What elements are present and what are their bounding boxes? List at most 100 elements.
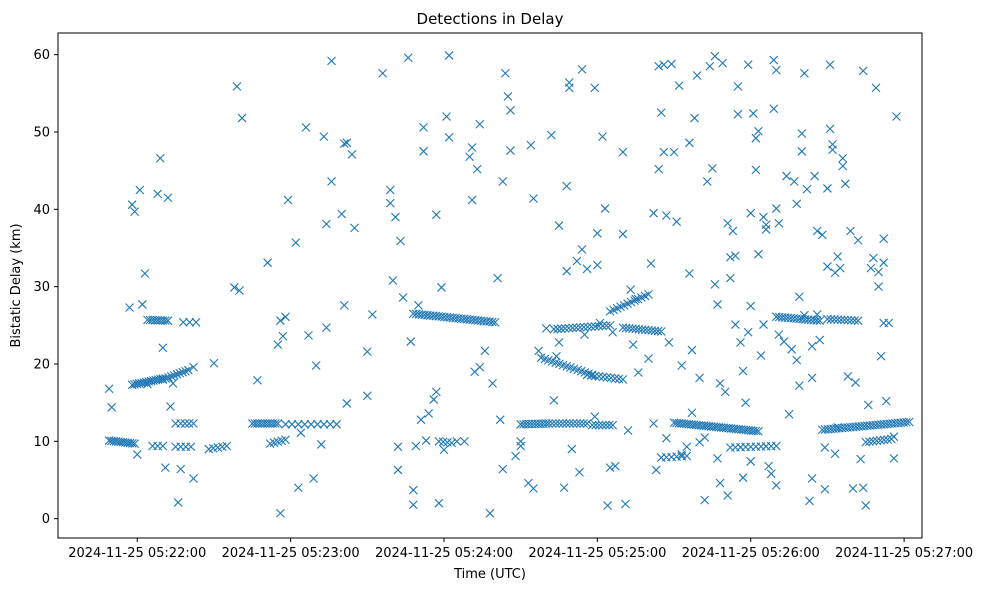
data-point-marker — [181, 366, 190, 376]
data-point-marker — [810, 171, 820, 181]
data-point-marker — [293, 483, 303, 493]
data-point-marker — [143, 379, 152, 389]
x-tick-label: 2024-11-25 05:24:00 — [375, 546, 513, 561]
data-point-marker — [871, 83, 881, 93]
data-point-marker — [319, 132, 329, 142]
data-point-marker — [155, 153, 165, 163]
data-point-marker — [733, 109, 743, 119]
data-point-marker — [715, 478, 725, 488]
data-point-marker — [503, 92, 513, 101]
data-point-marker — [172, 369, 182, 379]
data-point-marker — [534, 346, 543, 356]
data-point-marker — [751, 133, 761, 143]
data-point-marker — [743, 60, 753, 70]
data-point-marker — [782, 171, 791, 181]
data-point-marker — [705, 61, 715, 71]
data-point-marker — [751, 165, 761, 175]
data-point-marker — [748, 109, 758, 118]
data-point-marker — [347, 150, 357, 159]
data-point-marker — [794, 292, 804, 302]
data-point-marker — [700, 433, 710, 442]
data-point-marker — [173, 498, 183, 507]
data-point-marker — [130, 207, 140, 217]
data-point-marker — [661, 211, 671, 220]
data-point-marker — [362, 391, 372, 401]
data-point-marker — [872, 436, 882, 446]
data-point-marker — [594, 321, 604, 331]
data-point-marker — [713, 300, 722, 309]
data-point-marker — [605, 320, 615, 330]
data-point-marker — [385, 185, 395, 195]
data-point-marker — [807, 373, 817, 383]
data-point-marker — [565, 419, 575, 428]
data-point-marker — [431, 210, 441, 220]
data-point-marker — [189, 419, 198, 428]
data-point-marker — [191, 317, 201, 327]
data-point-marker — [232, 81, 242, 91]
data-point-marker — [825, 124, 835, 134]
data-point-marker — [661, 433, 671, 443]
data-point-marker — [296, 428, 306, 438]
data-point-marker — [229, 283, 239, 292]
data-point-marker — [828, 139, 837, 149]
data-point-marker — [602, 373, 612, 382]
data-point-marker — [754, 426, 763, 436]
data-point-marker — [687, 345, 697, 355]
data-point-marker — [835, 263, 845, 273]
x-tick-label: 2024-11-25 05:22:00 — [68, 546, 206, 561]
data-point-marker — [654, 164, 664, 174]
data-point-marker — [572, 323, 581, 333]
data-point-marker — [583, 322, 593, 332]
data-point-marker — [577, 245, 587, 254]
data-point-marker — [281, 419, 290, 429]
data-point-marker — [708, 163, 717, 173]
data-point-marker — [327, 56, 336, 66]
data-point-marker — [378, 68, 388, 78]
y-tick-label: 10 — [33, 435, 50, 450]
data-point-marker — [805, 496, 814, 506]
data-point-marker — [684, 138, 694, 148]
data-point-marker — [692, 71, 702, 80]
data-point-marker — [723, 218, 733, 228]
data-point-marker — [332, 419, 342, 429]
data-point-marker — [475, 119, 485, 129]
data-point-marker — [800, 310, 809, 320]
data-point-marker — [817, 230, 827, 240]
data-point-marker — [562, 181, 572, 191]
data-point-marker — [403, 53, 413, 63]
data-point-marker — [723, 491, 733, 500]
x-tick-label: 2024-11-25 05:27:00 — [835, 546, 973, 561]
data-point-marker — [812, 226, 822, 236]
data-point-marker — [161, 374, 171, 383]
data-point-marker — [606, 373, 616, 383]
data-point-marker — [605, 463, 615, 473]
data-point-marker — [169, 370, 179, 380]
data-point-marker — [659, 147, 669, 157]
data-point-marker — [590, 371, 600, 381]
data-point-marker — [797, 129, 807, 138]
data-point-marker — [587, 322, 596, 332]
data-point-marker — [544, 419, 554, 428]
data-point-marker — [591, 420, 601, 430]
data-point-marker — [306, 419, 316, 429]
data-point-marker — [252, 375, 262, 385]
data-point-marker — [618, 229, 628, 239]
data-point-marker — [746, 457, 756, 466]
data-point-marker — [316, 440, 326, 449]
data-point-marker — [273, 340, 283, 350]
data-point-marker — [731, 251, 740, 261]
data-point-marker — [879, 435, 889, 445]
data-point-marker — [621, 499, 630, 509]
data-point-marker — [582, 419, 592, 428]
data-point-marker — [313, 419, 322, 429]
data-point-marker — [416, 415, 426, 425]
data-point-marker — [368, 310, 377, 319]
data-point-marker — [759, 320, 768, 329]
y-tick-label: 0 — [42, 512, 50, 527]
data-point-marker — [833, 423, 843, 432]
data-point-marker — [160, 316, 170, 325]
data-point-marker — [869, 253, 878, 263]
data-point-marker — [168, 378, 178, 388]
